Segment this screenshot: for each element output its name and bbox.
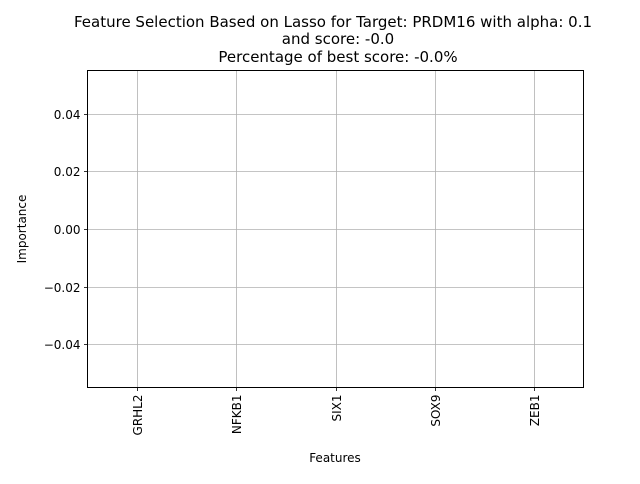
y-tick-label: 0.00 <box>54 223 81 237</box>
x-axis-label: Features <box>309 451 361 465</box>
grid-lines <box>87 70 584 388</box>
x-tick-label: ZEB1 <box>528 395 542 427</box>
title-line-1: Feature Selection Based on Lasso for Tar… <box>74 13 592 31</box>
y-tick-label: −0.02 <box>44 281 81 295</box>
x-tick-label: SOX9 <box>429 395 443 427</box>
y-axis-ticks: −0.04 −0.02 0.00 0.02 0.04 <box>44 108 88 352</box>
chart-title: Feature Selection Based on Lasso for Tar… <box>74 13 592 66</box>
title-line-2: and score: -0.0 <box>282 30 394 48</box>
x-tick-label: GRHL2 <box>131 395 145 436</box>
y-axis-label: Importance <box>15 195 29 264</box>
y-tick-label: 0.04 <box>54 108 81 122</box>
y-tick-label: 0.02 <box>54 165 81 179</box>
x-axis-ticks: GRHL2 NFKB1 SIX1 SOX9 ZEB1 <box>131 387 542 436</box>
title-line-3: Percentage of best score: -0.0% <box>218 48 457 66</box>
y-tick-label: −0.04 <box>44 338 81 352</box>
x-tick-label: SIX1 <box>330 395 344 422</box>
plot-area-frame <box>87 70 584 388</box>
x-tick-label: NFKB1 <box>230 395 244 435</box>
